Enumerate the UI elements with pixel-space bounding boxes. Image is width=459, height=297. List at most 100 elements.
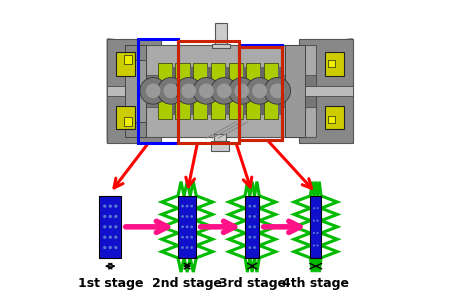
Circle shape — [263, 78, 290, 104]
Circle shape — [185, 236, 188, 238]
Bar — [299, 39, 352, 143]
Circle shape — [234, 83, 249, 98]
Circle shape — [316, 207, 318, 209]
Circle shape — [210, 78, 237, 104]
Circle shape — [252, 83, 266, 98]
Circle shape — [190, 225, 193, 228]
Circle shape — [252, 225, 255, 228]
Bar — [210, 141, 228, 151]
Bar — [189, 67, 193, 115]
Bar — [157, 92, 171, 119]
Bar — [210, 92, 224, 119]
Bar — [213, 134, 225, 143]
Circle shape — [103, 215, 106, 218]
Circle shape — [199, 83, 213, 98]
Circle shape — [108, 236, 112, 239]
Bar — [175, 92, 189, 119]
Bar — [125, 45, 146, 137]
Bar — [123, 55, 132, 64]
Bar — [157, 63, 171, 89]
Bar — [107, 39, 160, 143]
Bar — [263, 92, 278, 119]
Bar — [246, 92, 260, 119]
Bar — [260, 67, 263, 115]
Circle shape — [190, 205, 193, 208]
Text: 3rd stage: 3rd stage — [218, 277, 285, 290]
Circle shape — [252, 205, 255, 208]
Circle shape — [181, 236, 184, 238]
Circle shape — [193, 78, 219, 104]
Circle shape — [114, 246, 117, 249]
Bar — [107, 86, 352, 96]
Bar — [324, 106, 343, 129]
Circle shape — [185, 205, 188, 208]
Circle shape — [252, 236, 255, 238]
Wedge shape — [107, 39, 159, 143]
Bar — [116, 53, 135, 76]
Bar — [263, 63, 278, 89]
Circle shape — [185, 225, 188, 228]
Circle shape — [312, 232, 314, 234]
Bar — [178, 41, 238, 143]
Circle shape — [190, 236, 193, 238]
Circle shape — [103, 225, 106, 228]
Bar — [324, 53, 343, 76]
Circle shape — [181, 225, 184, 228]
Bar — [144, 45, 315, 137]
Circle shape — [190, 215, 193, 218]
Bar — [193, 92, 207, 119]
Circle shape — [248, 215, 251, 218]
Text: 1st stage: 1st stage — [78, 277, 143, 290]
Text: 2nd stage: 2nd stage — [152, 277, 222, 290]
Circle shape — [163, 83, 178, 98]
Bar — [125, 122, 146, 137]
Circle shape — [248, 205, 251, 208]
Bar — [175, 63, 189, 89]
Circle shape — [181, 83, 196, 98]
Circle shape — [108, 225, 112, 228]
Wedge shape — [300, 39, 352, 143]
Circle shape — [103, 204, 106, 208]
Circle shape — [316, 244, 318, 247]
Circle shape — [114, 225, 117, 228]
Bar — [116, 106, 135, 129]
Bar — [284, 45, 305, 137]
Bar — [178, 196, 196, 258]
Circle shape — [175, 78, 202, 104]
Circle shape — [248, 236, 251, 238]
Circle shape — [146, 83, 160, 98]
Circle shape — [108, 215, 112, 218]
Bar — [246, 63, 260, 89]
Circle shape — [114, 215, 117, 218]
Circle shape — [103, 246, 106, 249]
Bar — [228, 92, 242, 119]
Circle shape — [181, 205, 184, 208]
Bar — [238, 45, 281, 140]
Circle shape — [216, 83, 231, 98]
Circle shape — [114, 204, 117, 208]
Bar — [125, 45, 146, 60]
Bar — [242, 67, 246, 115]
Text: 4th stage: 4th stage — [282, 277, 348, 290]
Circle shape — [312, 244, 314, 247]
Circle shape — [312, 219, 314, 222]
Bar — [215, 23, 227, 45]
Bar — [138, 39, 178, 143]
Bar — [327, 116, 334, 123]
Bar — [238, 47, 281, 140]
Circle shape — [108, 246, 112, 249]
Bar — [228, 63, 242, 89]
Circle shape — [246, 78, 272, 104]
Circle shape — [248, 246, 251, 249]
Bar — [207, 67, 210, 115]
Circle shape — [185, 215, 188, 218]
Bar — [212, 44, 230, 48]
Bar — [327, 60, 334, 67]
Bar — [171, 67, 175, 115]
Circle shape — [252, 215, 255, 218]
Bar — [224, 67, 228, 115]
Circle shape — [312, 207, 314, 209]
Circle shape — [228, 78, 255, 104]
Circle shape — [248, 225, 251, 228]
Circle shape — [269, 83, 284, 98]
